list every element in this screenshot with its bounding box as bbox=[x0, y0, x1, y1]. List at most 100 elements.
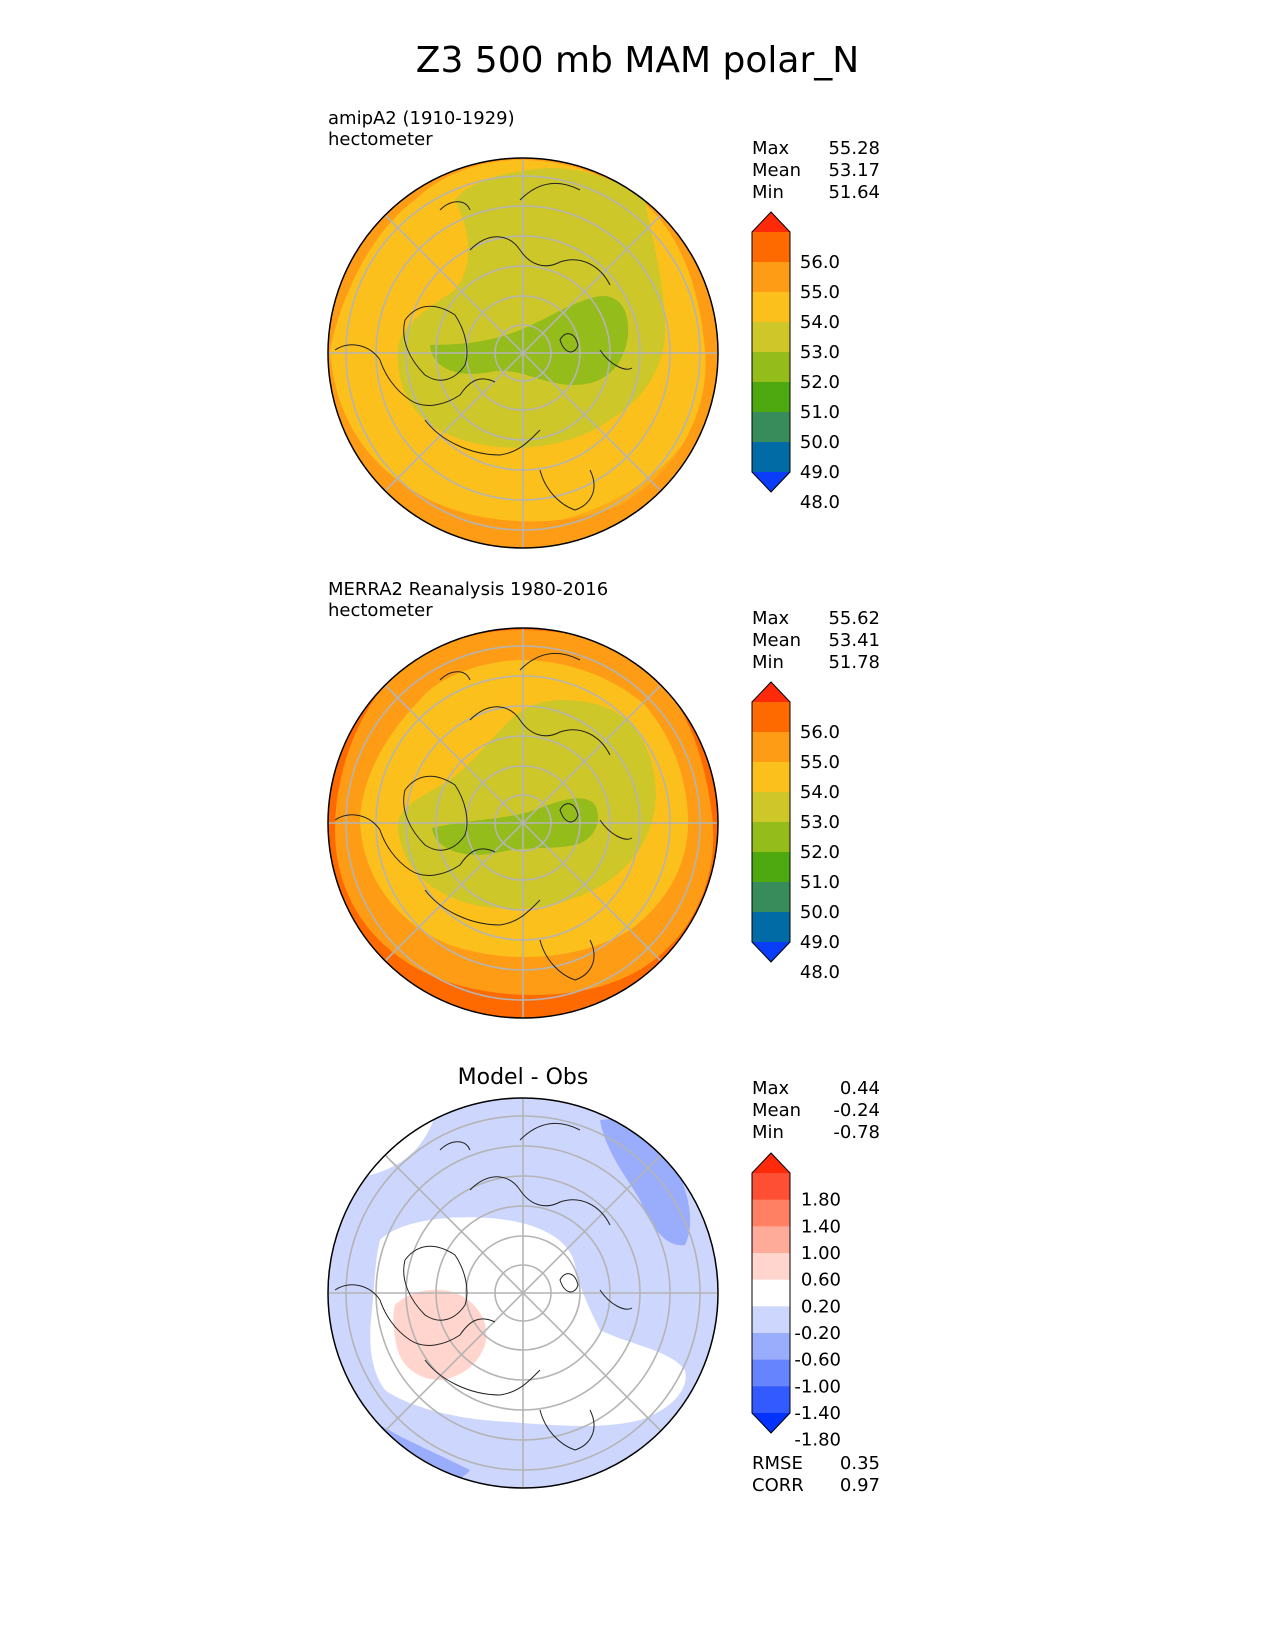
colorbar-tick-label: 55.0 bbox=[800, 752, 840, 773]
colorbar-tick-label: 53.0 bbox=[800, 812, 840, 833]
map-coastlines bbox=[334, 1122, 633, 1451]
colorbar-tick-label: -1.80 bbox=[794, 1430, 841, 1451]
colorbar-segment bbox=[752, 1279, 790, 1307]
colorbar-segment bbox=[752, 1253, 790, 1281]
colorbar-tick-label: 1.40 bbox=[801, 1216, 841, 1237]
colorbar-segment bbox=[752, 1199, 790, 1227]
colorbar-segment bbox=[752, 1173, 790, 1201]
colorbar-segment bbox=[752, 262, 790, 293]
panel2-map bbox=[327, 627, 719, 1019]
colorbar-tick-label: 56.0 bbox=[800, 722, 840, 743]
colorbar-outline bbox=[751, 211, 791, 493]
colorbar-segment bbox=[752, 762, 790, 793]
colorbar-segment bbox=[752, 912, 790, 943]
colorbar-segment bbox=[752, 1359, 790, 1387]
colorbar-tick-label: 52.0 bbox=[800, 372, 840, 393]
colorbar-tick-label: 48.0 bbox=[800, 492, 840, 513]
stat-min: Min -0.78 bbox=[752, 1122, 880, 1143]
stat-mean: Mean 53.17 bbox=[752, 160, 880, 181]
colorbar-segment bbox=[752, 1306, 790, 1334]
stat-min: Min 51.78 bbox=[752, 652, 880, 673]
colorbar-tick-label: 51.0 bbox=[800, 402, 840, 423]
colorbar-tick-label: 53.0 bbox=[800, 342, 840, 363]
colorbar-segment bbox=[752, 822, 790, 853]
panel2-title: MERRA2 Reanalysis 1980-2016 bbox=[328, 579, 609, 600]
colorbar-tick-label: 50.0 bbox=[800, 902, 840, 923]
colorbar-segment bbox=[752, 442, 790, 473]
colorbar-tick-label: -0.60 bbox=[794, 1350, 841, 1371]
colorbar-panel3: 1.80 1.40 1.00 0.60 0.20 -0.20 -0.60 -1.00 -1.40… bbox=[751, 1152, 841, 1451]
colorbar-tick-label: 0.60 bbox=[801, 1270, 841, 1291]
colorbar-tick-label: 49.0 bbox=[800, 932, 840, 953]
stat-max: Max 55.28 bbox=[752, 138, 880, 159]
stat-mean: Mean 53.41 bbox=[752, 630, 880, 651]
colorbar-outline bbox=[751, 1152, 791, 1434]
colorbar-extend-top bbox=[752, 212, 790, 232]
colorbar-tick-label: 54.0 bbox=[800, 782, 840, 803]
panel1-map bbox=[327, 157, 719, 549]
colorbar-segment bbox=[752, 352, 790, 383]
panel3-map bbox=[327, 1097, 719, 1489]
stat-max: Max 0.44 bbox=[752, 1078, 880, 1099]
colorbar-extend-bottom bbox=[752, 1413, 790, 1433]
map-graticule bbox=[328, 158, 718, 548]
map-fill-midblue-ne bbox=[600, 1119, 691, 1246]
colorbar-panel1: 56.0 55.0 54.0 53.0 52.0 51.0 50.0 49.0 48.0 bbox=[751, 211, 840, 513]
map-frame bbox=[327, 627, 719, 1019]
map-frame bbox=[327, 1097, 719, 1489]
colorbar-extend-bottom bbox=[752, 942, 790, 962]
colorbar-segment bbox=[752, 852, 790, 883]
colorbar-segment bbox=[752, 322, 790, 353]
colorbar-segment bbox=[752, 1386, 790, 1414]
colorbar-extend-top bbox=[752, 682, 790, 702]
colorbar-tick-label: 0.20 bbox=[801, 1296, 841, 1317]
stat-corr: CORR 0.97 bbox=[752, 1475, 880, 1496]
colorbar-segment bbox=[752, 732, 790, 763]
colorbar-tick-label: 56.0 bbox=[800, 252, 840, 273]
colorbar-tick-label: 49.0 bbox=[800, 462, 840, 483]
stat-mean: Mean -0.24 bbox=[752, 1100, 880, 1121]
colorbar-tick-label: -1.00 bbox=[794, 1376, 841, 1397]
colorbar-tick-label: 52.0 bbox=[800, 842, 840, 863]
stat-rmse: RMSE 0.35 bbox=[752, 1453, 880, 1474]
panel2-stats: Max 55.62 Mean 53.41 Min 51.78 bbox=[752, 608, 880, 674]
panel3-extra-stats: RMSE 0.35 CORR 0.97 bbox=[752, 1453, 880, 1497]
colorbar-tick-label: 51.0 bbox=[800, 872, 840, 893]
colorbar-segment bbox=[752, 702, 790, 733]
colorbar-tick-label: -1.40 bbox=[794, 1403, 841, 1424]
map-coastlines bbox=[334, 652, 633, 981]
panel1-units: hectometer bbox=[328, 129, 433, 150]
colorbar-extend-bottom bbox=[752, 472, 790, 492]
map-coastlines bbox=[334, 182, 633, 511]
colorbar-segment bbox=[752, 382, 790, 413]
colorbar-outline bbox=[751, 681, 791, 963]
colorbar-tick-label: 50.0 bbox=[800, 432, 840, 453]
panel1-stats: Max 55.28 Mean 53.17 Min 51.64 bbox=[752, 138, 880, 204]
colorbar-extend-top bbox=[752, 1153, 790, 1173]
colorbar-segment bbox=[752, 1333, 790, 1361]
colorbar-segment bbox=[752, 412, 790, 443]
panel1-title: amipA2 (1910-1929) bbox=[328, 108, 515, 129]
colorbar-segment bbox=[752, 292, 790, 323]
figure-title: Z3 500 mb MAM polar_N bbox=[415, 40, 860, 81]
colorbar-segment bbox=[752, 792, 790, 823]
colorbar-segment bbox=[752, 1226, 790, 1254]
panel3-stats: Max 0.44 Mean -0.24 Min -0.78 bbox=[752, 1078, 880, 1144]
colorbar-tick-label: 48.0 bbox=[800, 962, 840, 983]
colorbar-tick-label: 55.0 bbox=[800, 282, 840, 303]
colorbar-tick-label: 1.00 bbox=[801, 1243, 841, 1264]
map-graticule bbox=[328, 1098, 718, 1488]
map-frame bbox=[327, 157, 719, 549]
colorbar-tick-label: 54.0 bbox=[800, 312, 840, 333]
colorbar-segment bbox=[752, 232, 790, 263]
map-fill-pink bbox=[393, 1289, 487, 1380]
map-graticule bbox=[328, 628, 718, 1018]
stat-max: Max 55.62 bbox=[752, 608, 880, 629]
map-fill-green bbox=[432, 798, 599, 855]
map-fill-olive bbox=[398, 700, 656, 909]
colorbar-panel2: 56.0 55.0 54.0 53.0 52.0 51.0 50.0 49.0 48.0 bbox=[751, 681, 840, 983]
colorbar-segment bbox=[752, 882, 790, 913]
panel3-title: Model - Obs bbox=[457, 1065, 589, 1090]
panel2-units: hectometer bbox=[328, 600, 433, 621]
